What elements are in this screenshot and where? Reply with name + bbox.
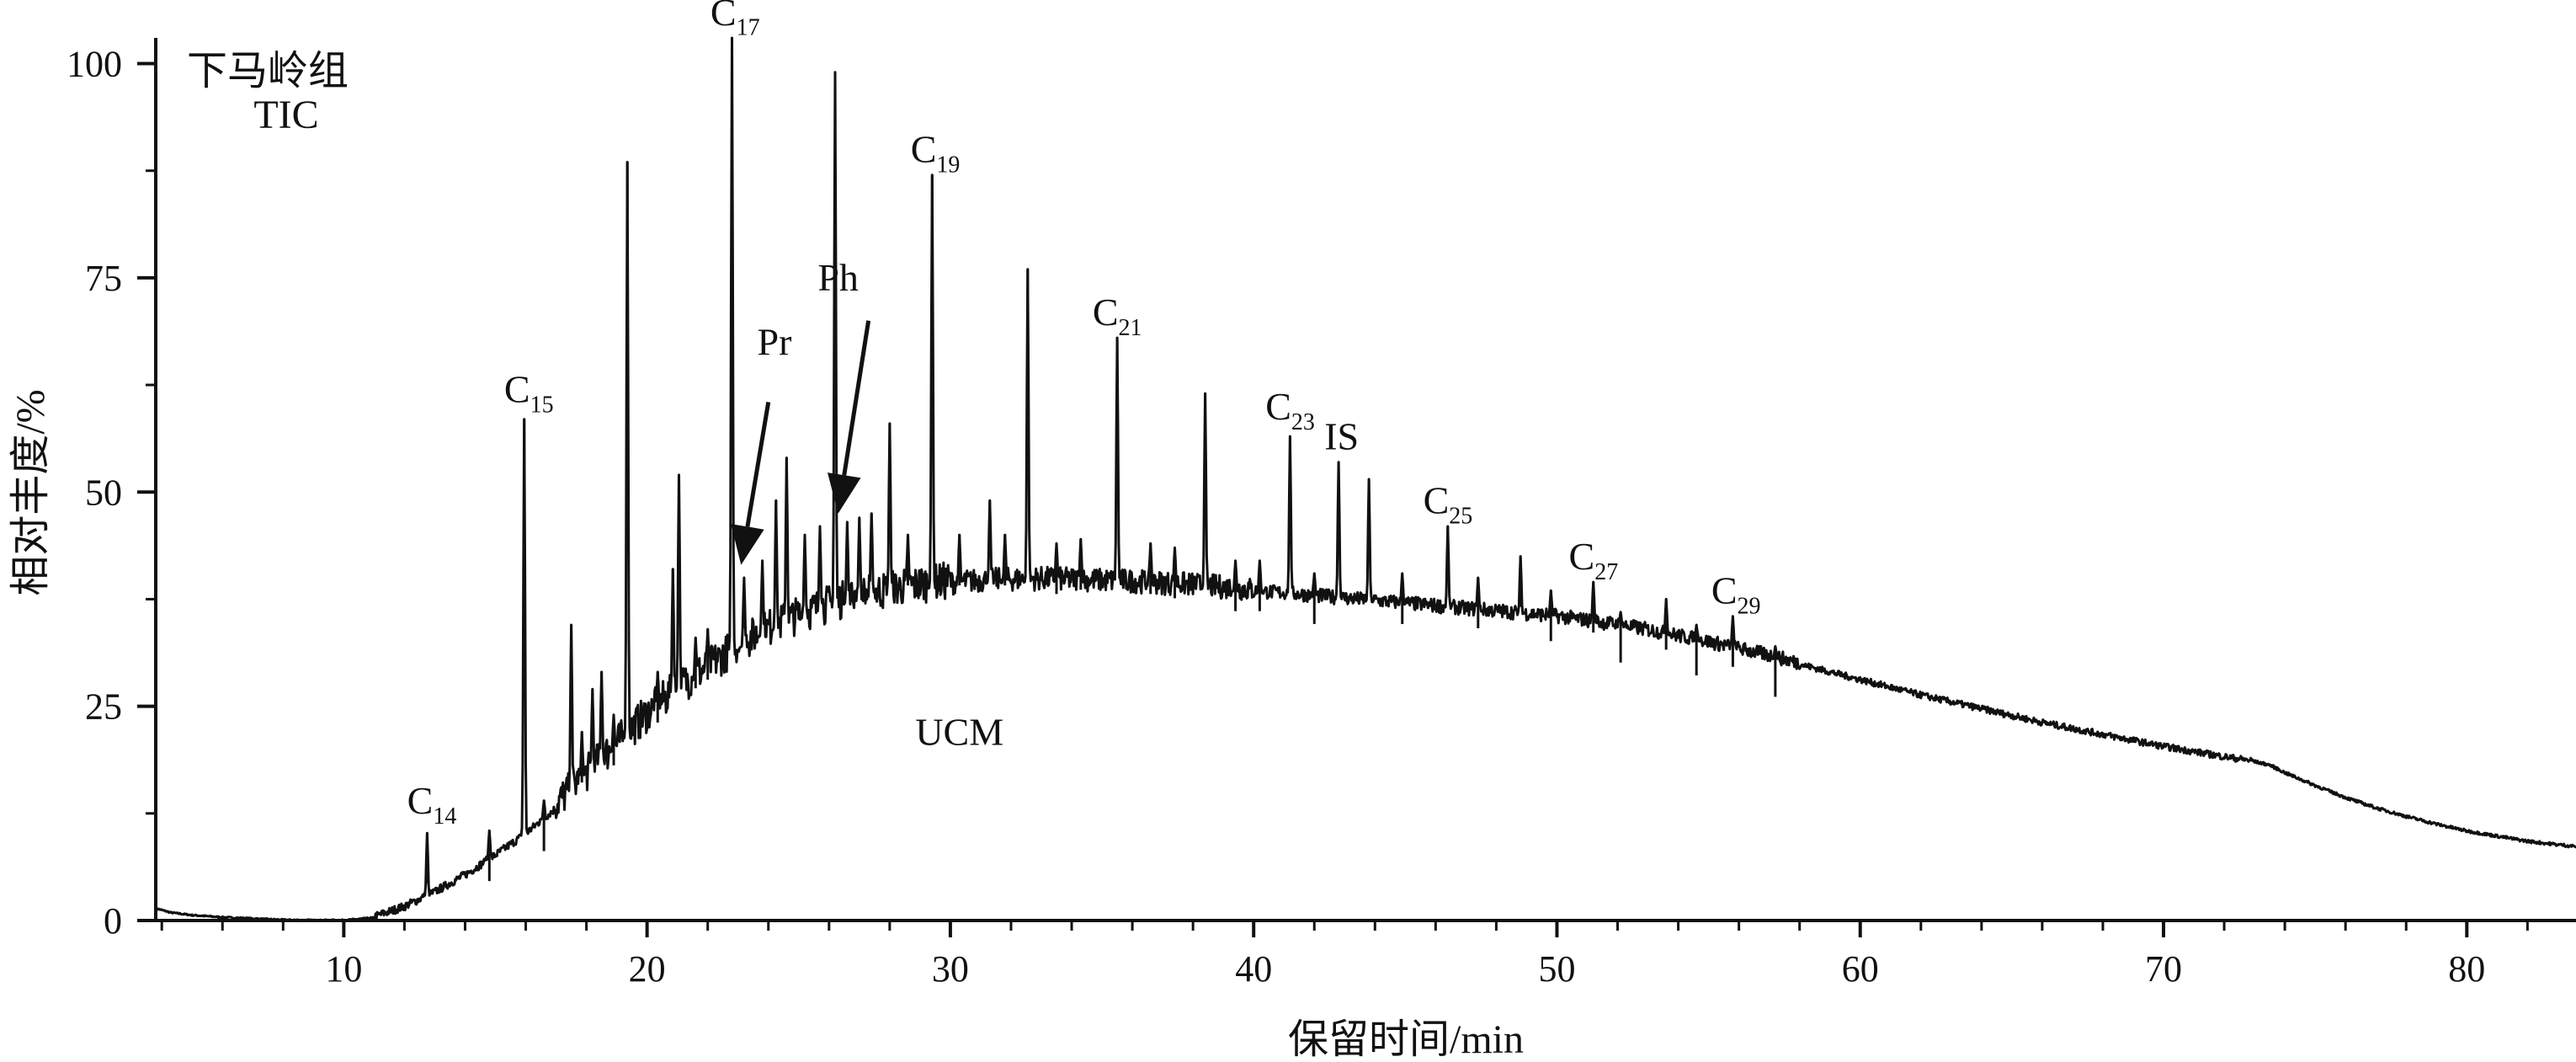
y-ticks: 0 25 50 75 100 (67, 44, 156, 942)
peak-label-c19: C19 (911, 128, 961, 179)
x-tick-label: 20 (629, 948, 666, 990)
chart-title: 下马岭组 (187, 49, 349, 93)
peak-labels: C14 C15 C17 C19 C21 C23 IS C25 C27 C29 Pr Ph UCM (407, 0, 1761, 830)
peak-label-c27: C27 (1569, 535, 1619, 585)
arrow-head (731, 524, 764, 565)
peak-label-pr: Pr (758, 320, 792, 363)
peak-label-c14: C14 (407, 779, 457, 830)
x-tick-label: 70 (2145, 948, 2182, 990)
x-axis: 10 20 30 40 50 60 70 80 (156, 919, 2576, 990)
arrow-head (828, 472, 861, 514)
x-tick-label: 40 (1235, 948, 1272, 990)
peak-label-c29: C29 (1711, 569, 1761, 620)
x-axis-title: 保留时间/min (1288, 1017, 1524, 1062)
y-tick-label: 0 (104, 900, 122, 942)
x-tick-label: 80 (2448, 948, 2485, 990)
arrow-annotations (731, 320, 871, 565)
y-tick-label: 100 (67, 44, 122, 85)
y-tick-label: 25 (85, 686, 122, 728)
peak-label-c23: C23 (1265, 385, 1315, 435)
peak-label-c25: C25 (1424, 479, 1473, 530)
x-tick-label: 50 (1538, 948, 1575, 990)
y-tick-label: 50 (85, 472, 122, 513)
x-ticks: 10 20 30 40 50 60 70 80 (160, 921, 2529, 990)
peak-label-ucm: UCM (915, 710, 1003, 753)
y-tick-label: 75 (85, 258, 122, 299)
x-tick-label: 30 (932, 948, 969, 990)
peak-label-is: IS (1324, 414, 1359, 457)
peak-label-c15: C15 (504, 367, 554, 418)
peak-label-c21: C21 (1093, 291, 1142, 341)
chart-subtitle: TIC (253, 93, 318, 137)
peak-label-ph: Ph (817, 256, 859, 299)
arrow-shaft (842, 320, 871, 476)
y-axis: 0 25 50 75 100 (67, 38, 157, 942)
arrow-shaft (745, 402, 771, 527)
x-tick-label: 10 (325, 948, 362, 990)
x-tick-label: 60 (1842, 948, 1879, 990)
peak-label-c17: C17 (711, 0, 760, 41)
tic-trace (154, 36, 2576, 922)
y-axis-title: 相对丰度/% (8, 389, 53, 595)
